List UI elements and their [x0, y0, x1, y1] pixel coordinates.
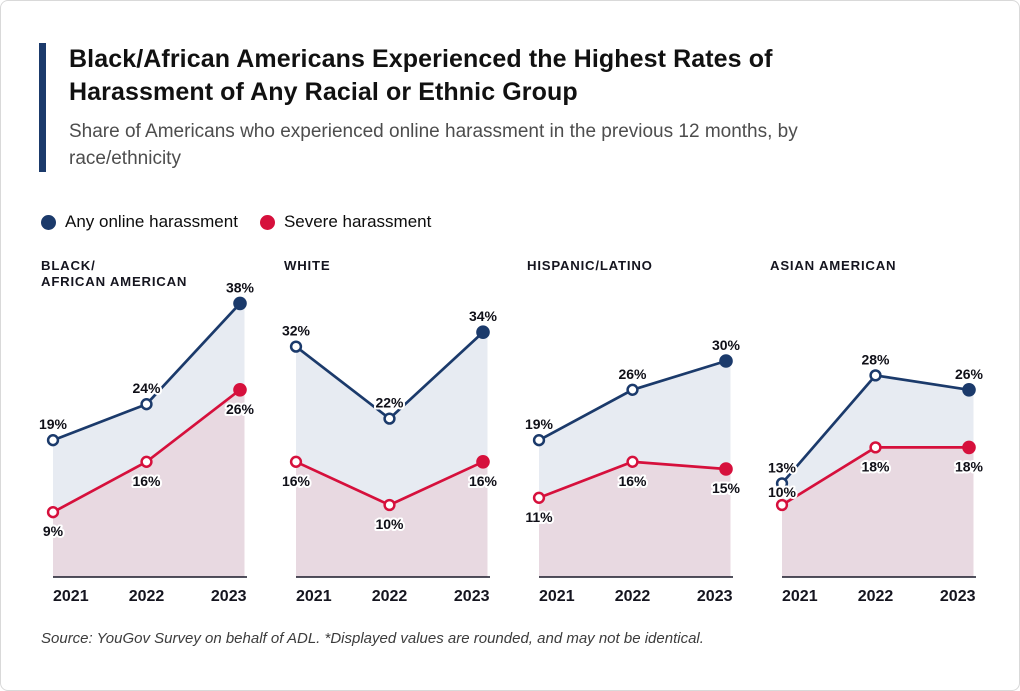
data-point-label: 18% — [861, 458, 890, 474]
data-point-label: 16% — [132, 473, 161, 489]
data-point-label: 15% — [712, 480, 741, 496]
x-tick-label: 2021 — [539, 588, 575, 605]
data-point-label: 34% — [469, 308, 498, 324]
data-point-label: 13% — [768, 459, 797, 475]
x-tick-label: 2021 — [53, 588, 89, 605]
chart-panel: 32% 22% 34% 16% 10% 16% 2021 2022 2023 WHITE — [280, 256, 519, 606]
panel-title: ASIAN AMERICAN — [770, 258, 897, 273]
legend-label: Severe harassment — [283, 212, 432, 231]
data-point-marker — [626, 455, 639, 468]
data-point-label: 19% — [39, 416, 68, 432]
legend: Any online harassment Severe harassment — [41, 212, 431, 232]
data-point-marker — [233, 296, 247, 311]
x-tick-label: 2022 — [858, 588, 894, 605]
x-tick-label: 2023 — [940, 588, 976, 605]
data-point-label: 26% — [226, 401, 255, 417]
data-point-label: 19% — [525, 416, 554, 432]
data-point-marker — [775, 498, 789, 512]
data-point-marker — [719, 354, 733, 368]
area-fill — [539, 461, 731, 577]
data-point-label: 32% — [282, 323, 311, 339]
legend-item-any-harassment: Any online harassment — [41, 212, 238, 232]
panel-plot-white: 32% 22% 34% 16% 10% 16% 2021 2022 2023 — [280, 306, 500, 605]
chart-title: Black/African Americans Experienced the … — [69, 45, 773, 106]
data-point-label: 24% — [132, 380, 161, 396]
data-point-marker — [46, 506, 60, 519]
data-point-marker — [383, 412, 396, 425]
area-fill — [53, 389, 245, 577]
data-point-label: 10% — [375, 516, 404, 532]
legend-item-severe-harassment: Severe harassment — [259, 212, 432, 232]
panel-plot-black-african-american: 19% 24% 38% 9% 16% 26% 2021 2022 2023 — [37, 277, 257, 605]
panel-plot-hispanic-latino: 19% 26% 30% 11% 16% 15% 2021 2022 2023 — [523, 335, 743, 605]
data-point-marker — [869, 369, 882, 382]
chart-panel: 19% 24% 38% 9% 16% 26% 2021 2022 2023 BLACK/ AFR… — [37, 256, 276, 606]
data-point-marker — [476, 455, 490, 469]
x-tick-label: 2022 — [615, 588, 651, 605]
area-fill — [782, 447, 974, 577]
chart-panel: 13% 28% 26% 10% 18% 18% 2021 2022 2023 ASIAN AME… — [766, 256, 1005, 606]
data-point-marker — [140, 455, 153, 468]
data-point-marker — [532, 491, 546, 504]
x-tick-label: 2022 — [372, 588, 408, 605]
chart-subtitle: Share of Americans who experienced onlin… — [69, 121, 798, 169]
x-tick-label: 2022 — [129, 588, 165, 605]
data-point-marker — [962, 440, 976, 455]
data-point-marker — [383, 498, 396, 512]
source-note: Source: YouGov Survey on behalf of ADL. … — [41, 630, 704, 647]
data-point-marker — [289, 455, 303, 468]
x-tick-label: 2023 — [211, 588, 247, 605]
x-tick-label: 2021 — [296, 588, 332, 605]
data-point-marker — [476, 325, 490, 339]
legend-label: Any online harassment — [65, 212, 238, 231]
data-point-label: 30% — [712, 337, 741, 353]
data-point-label: 9% — [43, 523, 64, 539]
data-point-label: 28% — [861, 351, 890, 367]
charts-row: 19% 24% 38% 9% 16% 26% 2021 2022 2023 BLACK/ AFR… — [37, 256, 1005, 606]
legend-dot-icon — [259, 214, 275, 230]
data-point-label: 26% — [955, 366, 984, 382]
data-point-marker — [532, 434, 546, 447]
area-fill — [296, 461, 488, 577]
data-point-marker — [775, 477, 789, 490]
data-point-marker — [233, 383, 247, 397]
x-tick-label: 2021 — [782, 588, 818, 605]
data-point-label: 38% — [226, 279, 255, 295]
chart-panel: 19% 26% 30% 11% 16% 15% 2021 2022 2023 HISPANIC/… — [523, 256, 762, 606]
data-point-label: 16% — [618, 473, 647, 489]
title-accent-bar — [39, 43, 46, 172]
header-text: Black/African Americans Experienced the … — [69, 43, 798, 172]
data-point-marker — [140, 398, 153, 411]
data-point-label: 16% — [282, 473, 311, 489]
data-point-marker — [719, 462, 733, 476]
data-point-label: 26% — [618, 366, 647, 382]
data-point-marker — [289, 340, 303, 353]
legend-dot-icon — [41, 214, 56, 230]
panel-title: WHITE — [284, 258, 331, 273]
panel-title: HISPANIC/LATINO — [527, 258, 653, 273]
data-point-label: 18% — [955, 458, 984, 474]
data-point-marker — [962, 383, 976, 397]
data-point-marker — [626, 383, 639, 396]
data-point-label: 16% — [469, 473, 498, 489]
data-point-marker — [46, 434, 60, 447]
panel-title: BLACK/ AFRICAN AMERICAN — [41, 258, 188, 289]
data-point-marker — [869, 441, 882, 454]
header: Black/African Americans Experienced the … — [39, 43, 798, 172]
x-tick-label: 2023 — [697, 588, 733, 605]
x-tick-label: 2023 — [454, 588, 490, 605]
panel-plot-asian-american: 13% 28% 26% 10% 18% 18% 2021 2022 2023 — [766, 349, 986, 605]
data-point-label: 11% — [525, 509, 553, 525]
data-point-label: 22% — [375, 395, 404, 411]
data-point-label: 10% — [768, 484, 797, 500]
